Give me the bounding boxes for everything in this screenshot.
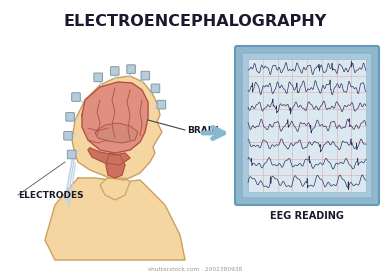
FancyBboxPatch shape xyxy=(67,150,76,159)
Polygon shape xyxy=(88,148,130,165)
Polygon shape xyxy=(82,82,148,153)
FancyBboxPatch shape xyxy=(64,132,73,140)
FancyBboxPatch shape xyxy=(127,65,135,73)
Polygon shape xyxy=(45,178,185,260)
Polygon shape xyxy=(72,76,162,180)
Polygon shape xyxy=(95,123,138,143)
Text: EEG READING: EEG READING xyxy=(270,211,344,221)
FancyBboxPatch shape xyxy=(151,84,160,93)
FancyBboxPatch shape xyxy=(94,73,103,82)
Polygon shape xyxy=(100,178,130,200)
Polygon shape xyxy=(106,153,125,178)
FancyBboxPatch shape xyxy=(242,53,372,198)
Bar xyxy=(248,59,366,192)
Text: BRAIN: BRAIN xyxy=(187,125,219,134)
Text: ELECTRODES: ELECTRODES xyxy=(18,190,83,200)
FancyBboxPatch shape xyxy=(141,71,150,80)
FancyBboxPatch shape xyxy=(157,100,166,109)
FancyBboxPatch shape xyxy=(72,93,80,101)
Text: shutterstock.com · 2002380938: shutterstock.com · 2002380938 xyxy=(148,267,242,272)
FancyBboxPatch shape xyxy=(235,46,379,205)
Text: ELECTROENCEPHALOGRAPHY: ELECTROENCEPHALOGRAPHY xyxy=(64,14,327,29)
FancyBboxPatch shape xyxy=(66,113,74,121)
FancyBboxPatch shape xyxy=(110,67,119,75)
